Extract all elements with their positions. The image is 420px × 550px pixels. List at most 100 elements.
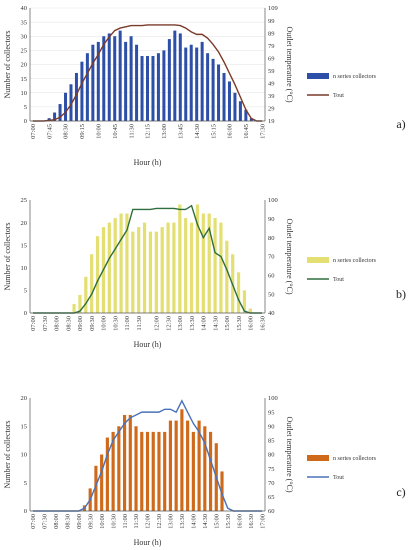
x-tick-label: 13:30 xyxy=(179,514,186,529)
y2-tick-label: 80 xyxy=(268,452,275,459)
x-tick-label: 15:00 xyxy=(224,316,231,331)
bar xyxy=(233,92,237,121)
panel-label: b) xyxy=(396,287,406,301)
x-tick-label: 14:30 xyxy=(212,316,219,331)
y2-tick-label: 99 xyxy=(268,18,275,25)
x-tick-label: 16:00 xyxy=(236,514,243,529)
bar xyxy=(113,218,117,313)
y-tick-label: 30 xyxy=(21,33,28,40)
y-tick-label: 15 xyxy=(21,242,28,249)
x-tick-label: 14:30 xyxy=(202,514,209,529)
y-tick-label: 5 xyxy=(24,104,27,111)
y2-axis-title: Outlet temperature (°C) xyxy=(285,218,294,294)
legend-label-line: Tout xyxy=(333,277,344,283)
y-tick-label: 10 xyxy=(21,90,28,97)
legend-label-line: Tout xyxy=(333,93,344,99)
bar xyxy=(178,204,182,313)
y2-tick-label: 70 xyxy=(268,480,275,487)
panel-label: c) xyxy=(396,485,405,499)
bar xyxy=(178,33,182,121)
x-tick-label: 09:30 xyxy=(89,316,96,331)
bar xyxy=(84,276,88,313)
x-tick-label: 07:30 xyxy=(42,316,49,331)
x-tick-label: 09:15 xyxy=(79,124,86,139)
y-tick-label: 20 xyxy=(21,62,28,69)
x-tick-label: 16:45 xyxy=(243,124,250,139)
bar xyxy=(206,53,210,122)
x-tick-label: 08:30 xyxy=(63,124,70,139)
x-tick-label: 16:00 xyxy=(227,124,234,139)
x-tick-label: 07:00 xyxy=(30,124,37,139)
y2-tick-label: 100 xyxy=(268,395,278,402)
y2-tick-label: 109 xyxy=(268,5,278,12)
bar xyxy=(217,64,221,121)
x-tick-label: 10:30 xyxy=(110,514,117,529)
x-tick-label: 11:00 xyxy=(122,514,129,529)
bar xyxy=(191,431,195,511)
bar xyxy=(137,227,141,313)
bar xyxy=(186,420,190,511)
x-tick-label: 11:30 xyxy=(136,316,143,331)
bar xyxy=(95,236,100,313)
bar xyxy=(135,44,139,121)
x-tick-label: 13:00 xyxy=(168,514,175,529)
bar xyxy=(78,294,82,313)
bar xyxy=(203,426,207,511)
y2-tick-label: 60 xyxy=(268,273,275,280)
bar xyxy=(166,222,170,313)
bar xyxy=(189,44,193,121)
bar xyxy=(107,222,111,313)
bar xyxy=(47,118,51,121)
bar xyxy=(219,222,223,313)
bar xyxy=(200,41,204,121)
chart-panel-3: 0 5 10 15 20 60 65 70 75 80 85 90 95 100 07:00 07:30 08:… xyxy=(3,395,406,547)
y-tick-label: 15 xyxy=(21,423,28,430)
bar xyxy=(167,39,171,122)
bar xyxy=(236,272,241,313)
y2-tick-label: 39 xyxy=(268,93,275,100)
y-tick-label: 20 xyxy=(21,395,28,402)
legend-label-line: Tout xyxy=(333,475,344,481)
y2-tick-label: 69 xyxy=(268,55,275,62)
x-tick-label: 08:30 xyxy=(65,316,72,331)
y-tick-label: 25 xyxy=(21,48,28,55)
x-tick-label: 15:15 xyxy=(210,124,217,139)
bar xyxy=(211,58,215,121)
legend-swatch-bar xyxy=(307,73,329,79)
y-tick-label: 40 xyxy=(21,5,28,12)
y2-tick-label: 89 xyxy=(268,30,275,37)
bar xyxy=(208,431,213,511)
bar xyxy=(94,465,98,511)
y-tick-label: 10 xyxy=(21,452,28,459)
x-tick-label: 07:30 xyxy=(42,514,49,529)
x-tick-label: 12:30 xyxy=(165,316,172,331)
x-axis-title: Hour (h) xyxy=(134,538,162,547)
x-tick-label: 12:15 xyxy=(145,124,152,139)
bar xyxy=(148,231,153,313)
y2-tick-label: 85 xyxy=(268,438,275,445)
y-axis-title: Number of collectors xyxy=(3,223,12,291)
bar xyxy=(107,33,111,121)
bar xyxy=(128,414,132,511)
bar xyxy=(157,431,161,511)
x-tick-label: 11:30 xyxy=(133,514,140,529)
x-tick-label: 14:00 xyxy=(191,514,198,529)
bar xyxy=(72,303,76,313)
y-axis-title: Number of collectors xyxy=(3,31,12,99)
bar xyxy=(53,112,57,121)
y2-tick-label: 65 xyxy=(268,494,275,501)
y-tick-label: 5 xyxy=(24,288,27,295)
chart-panel-1: 0 5 10 15 20 25 30 35 40 19 29 39 49 59 69 79 89 99 109 07:… xyxy=(3,5,406,167)
bar xyxy=(189,222,194,313)
y2-tick-label: 75 xyxy=(268,466,275,473)
bar xyxy=(195,47,199,121)
bar xyxy=(201,213,205,313)
y2-tick-label: 49 xyxy=(268,81,275,88)
x-tick-label: 17:30 xyxy=(259,124,266,139)
x-tick-label: 16:00 xyxy=(248,316,255,331)
bar xyxy=(69,84,73,121)
bar xyxy=(248,308,252,313)
bar xyxy=(173,30,177,122)
legend-swatch-bar xyxy=(307,455,329,461)
bar xyxy=(156,53,160,122)
